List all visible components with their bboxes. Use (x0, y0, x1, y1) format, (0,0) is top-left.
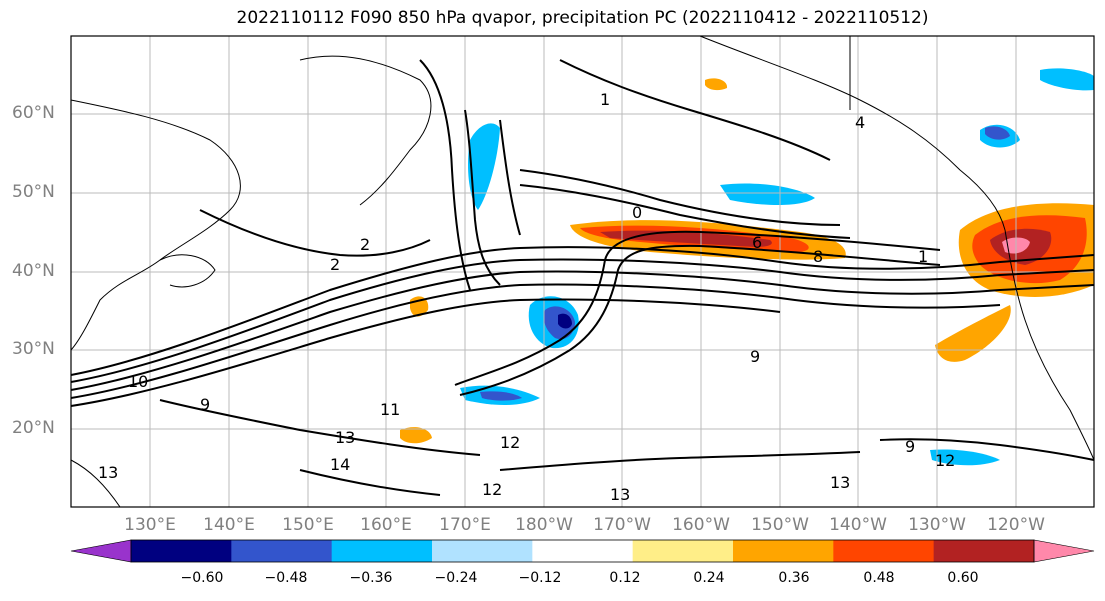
negative-anomaly-ne (1040, 68, 1094, 91)
lon-label: 130°E (124, 515, 176, 535)
contour-label: 9 (200, 395, 210, 414)
contour-label: 13 (98, 463, 118, 482)
colorbar-tick-label: −0.24 (434, 570, 478, 586)
positive-anomaly-north-small (705, 78, 728, 91)
colorbar-extend-high (1033, 539, 1095, 563)
contour-label: 12 (482, 480, 502, 499)
lon-label: 150°W (751, 515, 809, 535)
positive-anomaly-south (400, 427, 432, 444)
colorbar-tick-label: −0.60 (180, 570, 224, 586)
colorbar-tick-label: −0.36 (349, 570, 393, 586)
negative-anomaly-gulf-core (985, 126, 1010, 140)
contour-label: 13 (335, 428, 355, 447)
contour-label: 2 (360, 235, 370, 254)
lon-label: 130°W (908, 515, 966, 535)
contour-label: 12 (500, 433, 520, 452)
contour-label: 1 (918, 247, 928, 266)
colorbar-segment (331, 540, 433, 562)
colorbar-tick-label: −0.48 (264, 570, 308, 586)
lon-label: 120°W (987, 515, 1045, 535)
lat-label: 40°N (12, 261, 55, 281)
lon-label: 180°W (515, 515, 573, 535)
colorbar-segment (432, 540, 533, 562)
contour-label: 12 (935, 451, 955, 470)
negative-anomaly-south-core (480, 391, 522, 401)
lat-label: 30°N (12, 339, 55, 359)
colorbar-segment (733, 540, 834, 562)
lon-label: 150°E (282, 515, 334, 535)
contour-label-group: 0 1 1 2 2 4 6 8 9 9 9 10 11 12 12 12 13 … (98, 90, 955, 504)
lon-label: 160°W (672, 515, 730, 535)
contour-label: 14 (330, 455, 350, 474)
colorbar-tick-label: 0.24 (693, 570, 725, 586)
lat-label: 60°N (12, 103, 55, 123)
coast-south-positive (935, 305, 1011, 362)
colorbar-tick-label: −0.12 (518, 570, 562, 586)
contour-label: 13 (610, 485, 630, 504)
contour-label: 6 (752, 233, 762, 252)
colorbar-segment (532, 540, 634, 562)
colorbar-segment (833, 540, 935, 562)
colorbar-extend-low (70, 539, 132, 563)
contour-label: 9 (905, 437, 915, 456)
colorbar-segment (632, 540, 734, 562)
map-title: 2022110112 F090 850 hPa qvapor, precipit… (236, 8, 929, 28)
colorbar-segment (933, 540, 1035, 562)
contour-label: 9 (750, 347, 760, 366)
lon-label: 170°E (439, 515, 491, 535)
negative-anomaly-band (720, 183, 815, 205)
negative-anomaly-north (467, 123, 500, 210)
colorbar-outline (130, 539, 1035, 563)
contour-label: 13 (830, 473, 850, 492)
lon-label: 140°E (203, 515, 255, 535)
lat-label: 20°N (12, 418, 55, 438)
contour-label: 10 (128, 372, 148, 391)
colorbar-segment (231, 540, 333, 562)
negative-anomaly-se (930, 449, 1000, 466)
colorbar-tick-label: 0.48 (863, 570, 895, 586)
contour-label: 1 (600, 90, 610, 109)
lon-label: 160°E (360, 515, 412, 535)
qvapor-contours (70, 59, 1095, 496)
colorbar (70, 539, 1095, 563)
negative-anomaly-core (558, 313, 572, 329)
colorbar-tick-label: 0.12 (609, 570, 641, 586)
lat-label: 50°N (12, 182, 55, 202)
lon-label: 140°W (829, 515, 887, 535)
contour-label: 8 (813, 247, 823, 266)
contour-label: 4 (855, 113, 865, 132)
map-border (70, 35, 1095, 508)
colorbar-tick-label: 0.60 (947, 570, 979, 586)
contour-label: 2 (330, 255, 340, 274)
colorbar-segment (131, 540, 232, 562)
colorbar-tick-label: 0.36 (778, 570, 810, 586)
lon-label: 170°W (593, 515, 651, 535)
contour-label: 0 (632, 203, 642, 222)
contour-label: 11 (380, 400, 400, 419)
